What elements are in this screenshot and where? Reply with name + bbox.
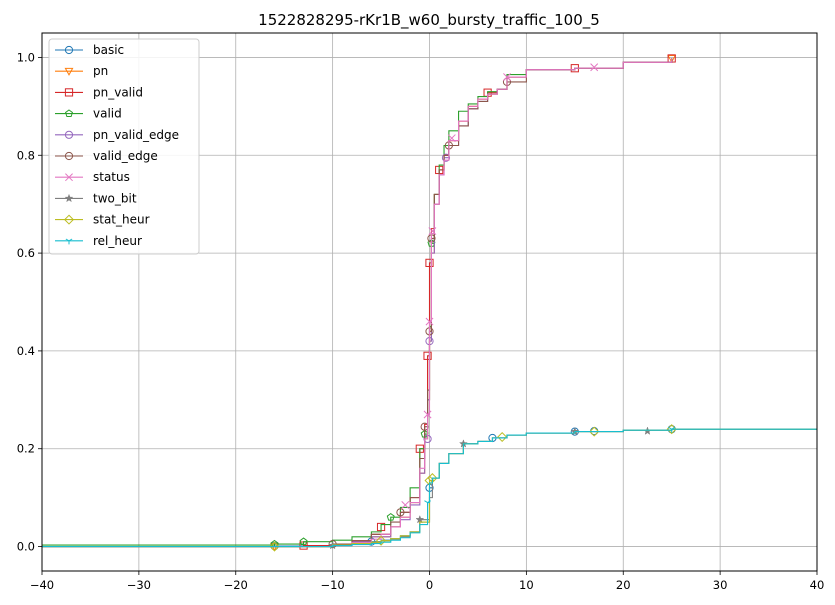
data-point-stat_heur <box>589 426 600 437</box>
y-tick-label: 0.0 <box>17 540 35 554</box>
legend-label: two_bit <box>93 191 137 205</box>
legend-item-stat_heur: stat_heur <box>55 213 150 227</box>
series-status <box>42 58 673 548</box>
y-tick-label: 0.8 <box>17 148 35 162</box>
data-point-stat_heur <box>497 431 508 443</box>
legend-label: pn_valid_edge <box>93 128 179 142</box>
y-tick-label: 0.4 <box>17 344 35 358</box>
data-point-status <box>401 501 410 509</box>
x-tick-label: −30 <box>127 578 151 592</box>
series-layer <box>42 54 817 552</box>
data-point-stat_heur <box>376 535 387 546</box>
legend-item-rel_heur: rel_heur <box>55 234 142 248</box>
chart-title: 1522828295-rKr1B_w60_bursty_traffic_100_… <box>258 11 600 30</box>
series-rel_heur <box>42 426 817 548</box>
x-tick-label: 20 <box>616 578 631 592</box>
data-point-pn_valid <box>425 258 434 267</box>
x-tick-label: −20 <box>224 578 248 592</box>
legend-label: rel_heur <box>93 234 142 248</box>
data-point-stat_heur <box>269 541 280 552</box>
legend-label: valid_edge <box>93 149 158 163</box>
legend-marker <box>64 151 74 161</box>
data-point-rel_heur <box>668 426 676 433</box>
legend-item-pn_valid_edge: pn_valid_edge <box>55 128 179 142</box>
data-point-status <box>428 227 437 236</box>
data-point-status <box>423 410 432 419</box>
x-tick-label: −40 <box>30 578 54 592</box>
x-tick-label: 0 <box>426 578 433 592</box>
data-point-rel_heur <box>424 500 431 507</box>
legend-label: basic <box>93 43 124 57</box>
legend-marker <box>64 130 74 139</box>
legend-marker <box>63 214 75 225</box>
series-line-rel_heur <box>42 428 817 548</box>
legend-marker <box>64 88 74 97</box>
legend-item-two_bit: two_bit <box>55 191 137 205</box>
legend-item-status: status <box>55 170 130 184</box>
legend-item-valid_edge: valid_edge <box>55 149 158 163</box>
x-tick-label: −10 <box>320 578 344 592</box>
y-tick-label: 0.2 <box>17 442 35 456</box>
data-point-status <box>447 134 456 143</box>
legend-item-pn: pn <box>55 64 108 78</box>
legend-item-pn_valid: pn_valid <box>55 85 143 99</box>
y-tick-label: 1.0 <box>17 50 35 64</box>
data-point-pn_valid_edge <box>441 153 451 162</box>
data-point-status <box>503 73 511 81</box>
data-point-two_bit <box>642 426 652 435</box>
data-point-valid <box>386 512 395 521</box>
y-tick-label: 0.6 <box>17 246 35 260</box>
x-tick-label: 10 <box>519 578 534 592</box>
x-tick-label: 40 <box>810 578 825 592</box>
legend-item-valid: valid <box>55 107 122 121</box>
data-point-pn <box>667 55 677 64</box>
legend-label: status <box>93 170 130 184</box>
legend-marker <box>64 193 74 203</box>
data-point-two_bit <box>415 514 425 524</box>
legend-item-basic: basic <box>55 43 124 57</box>
legend-label: valid <box>93 107 122 121</box>
legend-label: pn_valid <box>93 85 143 99</box>
legend-label: stat_heur <box>93 213 150 227</box>
data-point-valid <box>299 537 308 546</box>
data-point-valid_edge <box>420 422 429 431</box>
legend-marker <box>64 109 74 118</box>
axis-ticks: −40 −30 −20 −10 0 10 20 30 40 0.0 0.2 0.4 0.6 0.8 1.0 <box>17 50 825 592</box>
x-tick-label: 30 <box>713 578 728 592</box>
data-point-status <box>590 63 599 72</box>
legend-box <box>48 38 200 255</box>
data-point-pn_valid <box>423 351 432 360</box>
legend-marker <box>65 173 73 182</box>
data-point-status <box>425 317 434 326</box>
data-point-valid_edge <box>396 508 405 517</box>
legend-label: pn <box>93 64 108 78</box>
legend-marker <box>64 67 74 76</box>
legend-marker <box>65 238 73 245</box>
legend-marker <box>64 45 74 55</box>
series-line-status <box>42 58 673 548</box>
